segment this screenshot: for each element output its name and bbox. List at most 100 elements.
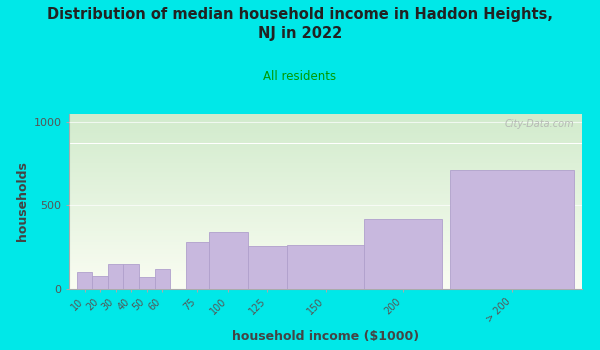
Bar [69, 135, 582, 136]
Bar [69, 145, 582, 147]
Bar [139, 277, 155, 289]
Bar [69, 154, 582, 156]
Bar [69, 282, 582, 284]
X-axis label: household income ($1000): household income ($1000) [232, 330, 419, 343]
Bar [69, 212, 582, 214]
Bar [69, 268, 582, 270]
Bar [69, 273, 582, 275]
Bar [185, 242, 209, 289]
Bar [69, 131, 582, 133]
Bar [69, 229, 582, 231]
Bar [69, 194, 582, 196]
Bar [69, 264, 582, 266]
Bar [69, 158, 582, 159]
Bar [69, 130, 582, 131]
Bar [69, 231, 582, 233]
Bar [69, 172, 582, 173]
Bar [92, 276, 108, 289]
Bar [69, 243, 582, 245]
Bar [69, 161, 582, 163]
Bar [69, 214, 582, 215]
Bar [69, 198, 582, 199]
Bar [248, 246, 287, 289]
Bar [69, 147, 582, 149]
Bar [69, 257, 582, 259]
Bar [69, 241, 582, 243]
Bar [69, 261, 582, 262]
Bar [69, 228, 582, 229]
Bar [69, 205, 582, 206]
Bar [69, 166, 582, 168]
Bar [69, 275, 582, 276]
Bar [69, 203, 582, 205]
Bar [69, 215, 582, 217]
Bar [69, 201, 582, 203]
Text: City-Data.com: City-Data.com [505, 119, 574, 129]
Bar [69, 182, 582, 184]
Bar [69, 119, 582, 121]
Bar [69, 136, 582, 138]
Bar [69, 245, 582, 247]
Bar [69, 187, 582, 189]
Bar [69, 177, 582, 178]
Bar [69, 254, 582, 256]
Bar [69, 199, 582, 201]
Bar [364, 219, 442, 289]
Bar [69, 259, 582, 261]
Bar [69, 210, 582, 212]
Bar [69, 270, 582, 271]
Bar [69, 124, 582, 126]
Bar [69, 144, 582, 145]
Bar [69, 247, 582, 248]
Bar [69, 159, 582, 161]
Bar [77, 272, 92, 289]
Bar [69, 220, 582, 222]
Bar [69, 224, 582, 226]
Bar [69, 178, 582, 180]
Bar [69, 233, 582, 234]
Bar [69, 140, 582, 142]
Bar [69, 116, 582, 117]
Bar [155, 269, 170, 289]
Bar [69, 152, 582, 154]
Bar [69, 126, 582, 128]
Bar [69, 180, 582, 182]
Bar [69, 186, 582, 187]
Bar [69, 128, 582, 130]
Bar [69, 163, 582, 164]
Bar [69, 248, 582, 250]
Bar [69, 206, 582, 208]
Bar [69, 173, 582, 175]
Bar [69, 191, 582, 192]
Bar [108, 264, 124, 289]
Bar [69, 164, 582, 166]
Bar [69, 170, 582, 172]
Bar [69, 184, 582, 186]
Bar [69, 196, 582, 198]
Bar [69, 114, 582, 116]
Bar [69, 138, 582, 140]
Bar [450, 170, 574, 289]
Bar [69, 280, 582, 282]
Bar [69, 266, 582, 268]
Bar [69, 256, 582, 257]
Bar [209, 232, 248, 289]
Bar [69, 149, 582, 150]
Bar [69, 287, 582, 289]
Bar [69, 117, 582, 119]
Bar [69, 234, 582, 236]
Bar [69, 217, 582, 219]
Text: All residents: All residents [263, 70, 337, 83]
Bar [124, 264, 139, 289]
Bar [287, 245, 364, 289]
Bar [69, 133, 582, 135]
Bar [69, 219, 582, 220]
Y-axis label: households: households [16, 161, 29, 241]
Bar [69, 278, 582, 280]
Bar [69, 193, 582, 194]
Bar [69, 271, 582, 273]
Bar [69, 236, 582, 238]
Bar [69, 122, 582, 124]
Bar [69, 150, 582, 152]
Text: Distribution of median household income in Haddon Heights,
NJ in 2022: Distribution of median household income … [47, 7, 553, 41]
